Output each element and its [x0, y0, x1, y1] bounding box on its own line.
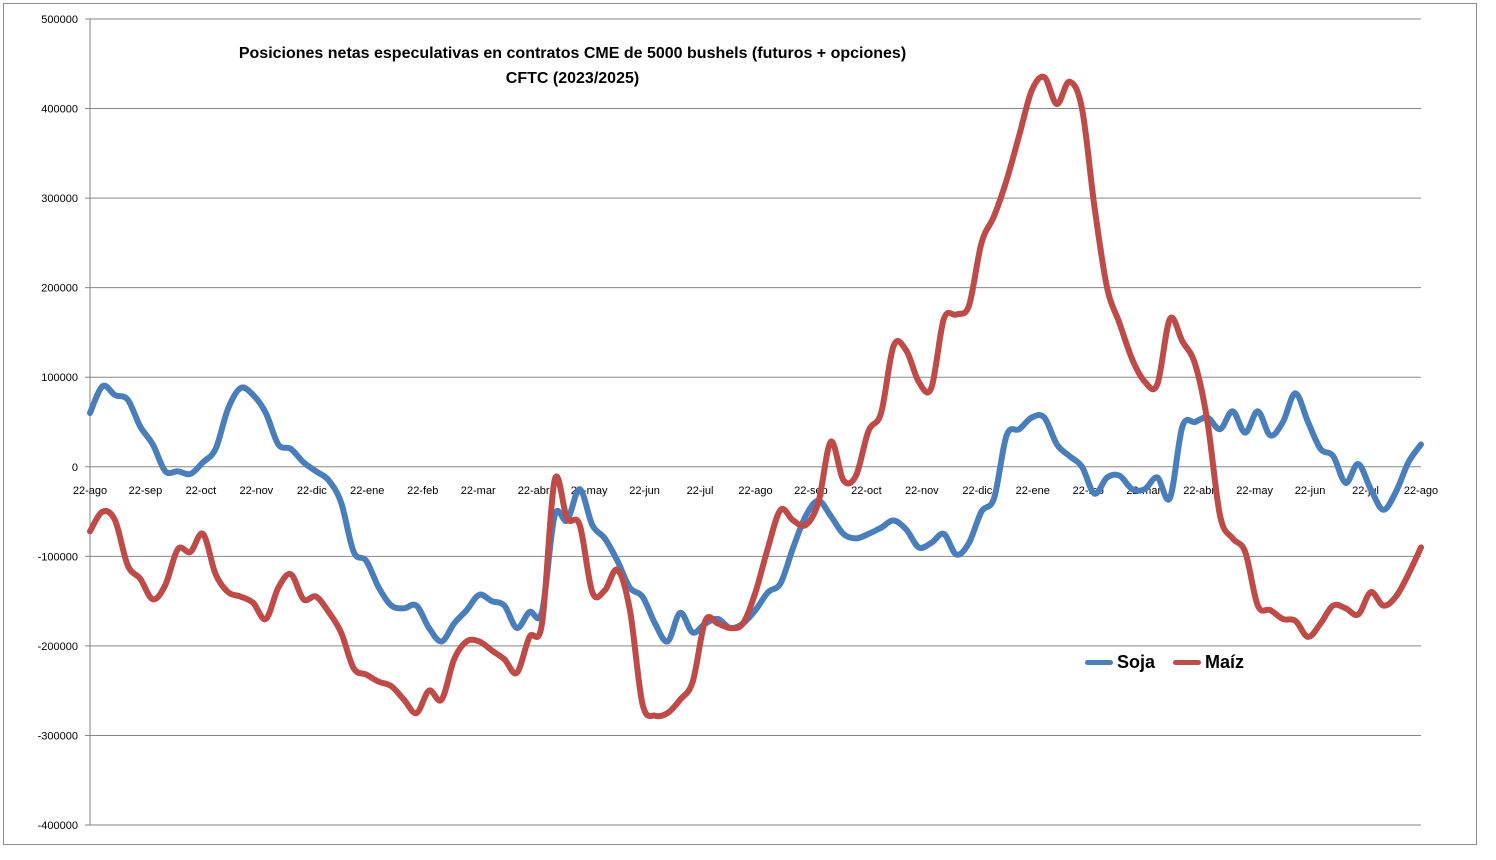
chart-subtitle: CFTC (2023/2025)	[505, 70, 640, 87]
x-tick-label: 22-nov	[240, 485, 274, 497]
x-tick-label: 22-oct	[851, 485, 882, 497]
x-tick-label: 22-ago	[73, 485, 107, 497]
legend-label-maiz: Maíz	[1205, 652, 1245, 672]
x-tick-label: 22-ene	[350, 485, 384, 497]
x-tick-label: 22-mar	[461, 485, 496, 497]
x-tick-label: 22-ago	[1404, 485, 1438, 497]
series-lines	[87, 73, 1424, 720]
x-tick-label: 22-ago	[738, 485, 772, 497]
y-tick-label: -200000	[38, 641, 78, 653]
legend-swatch-soja	[1085, 660, 1113, 665]
x-tick-label: 22-feb	[407, 485, 438, 497]
y-tick-label: 200000	[41, 283, 78, 295]
chart-frame	[3, 3, 1477, 845]
x-tick-label: 22-abr	[518, 485, 550, 497]
x-tick-label: 22-may	[1236, 485, 1273, 497]
x-tick-label: 22-dic	[297, 485, 327, 497]
legend-item-maiz: Maíz	[1173, 652, 1244, 673]
y-tick-label: 0	[72, 462, 78, 474]
x-tick-label: 22-jul	[687, 485, 714, 497]
legend: Soja Maíz	[1085, 652, 1262, 673]
y-tick-label: 500000	[41, 14, 78, 26]
x-tick-label: 22-nov	[905, 485, 939, 497]
series-line-soja	[87, 382, 1424, 645]
y-tick-label: 300000	[41, 193, 78, 205]
x-tick-label: 22-ene	[1016, 485, 1050, 497]
y-tick-label: 100000	[41, 372, 78, 384]
legend-label-soja: Soja	[1117, 652, 1156, 672]
x-tick-label: 22-dic	[962, 485, 992, 497]
x-tick-label: 22-jun	[1295, 485, 1326, 497]
x-tick-label: 22-oct	[186, 485, 217, 497]
legend-item-soja: Soja	[1085, 652, 1155, 673]
x-tick-label: 22-sep	[129, 485, 163, 497]
gridlines	[85, 18, 1421, 826]
y-tick-label: -400000	[38, 820, 78, 832]
x-tick-label: 22-abr	[1183, 485, 1215, 497]
legend-swatch-maiz	[1173, 660, 1202, 665]
x-axis-tick-labels: 22-ago 22-sep 22-oct 22-nov 22-dic 22-ene 22-f…	[73, 485, 1438, 497]
chart-title: Posiciones netas especulativas en contra…	[238, 45, 907, 62]
y-tick-label: 400000	[41, 104, 78, 116]
y-tick-label: -300000	[38, 730, 78, 742]
y-tick-label: -100000	[38, 551, 78, 563]
y-axis-tick-labels: 500000 400000 300000 200000 100000 0 -100000 -2…	[38, 14, 78, 832]
x-tick-label: 22-jun	[629, 485, 660, 497]
series-line-maiz	[87, 73, 1424, 720]
